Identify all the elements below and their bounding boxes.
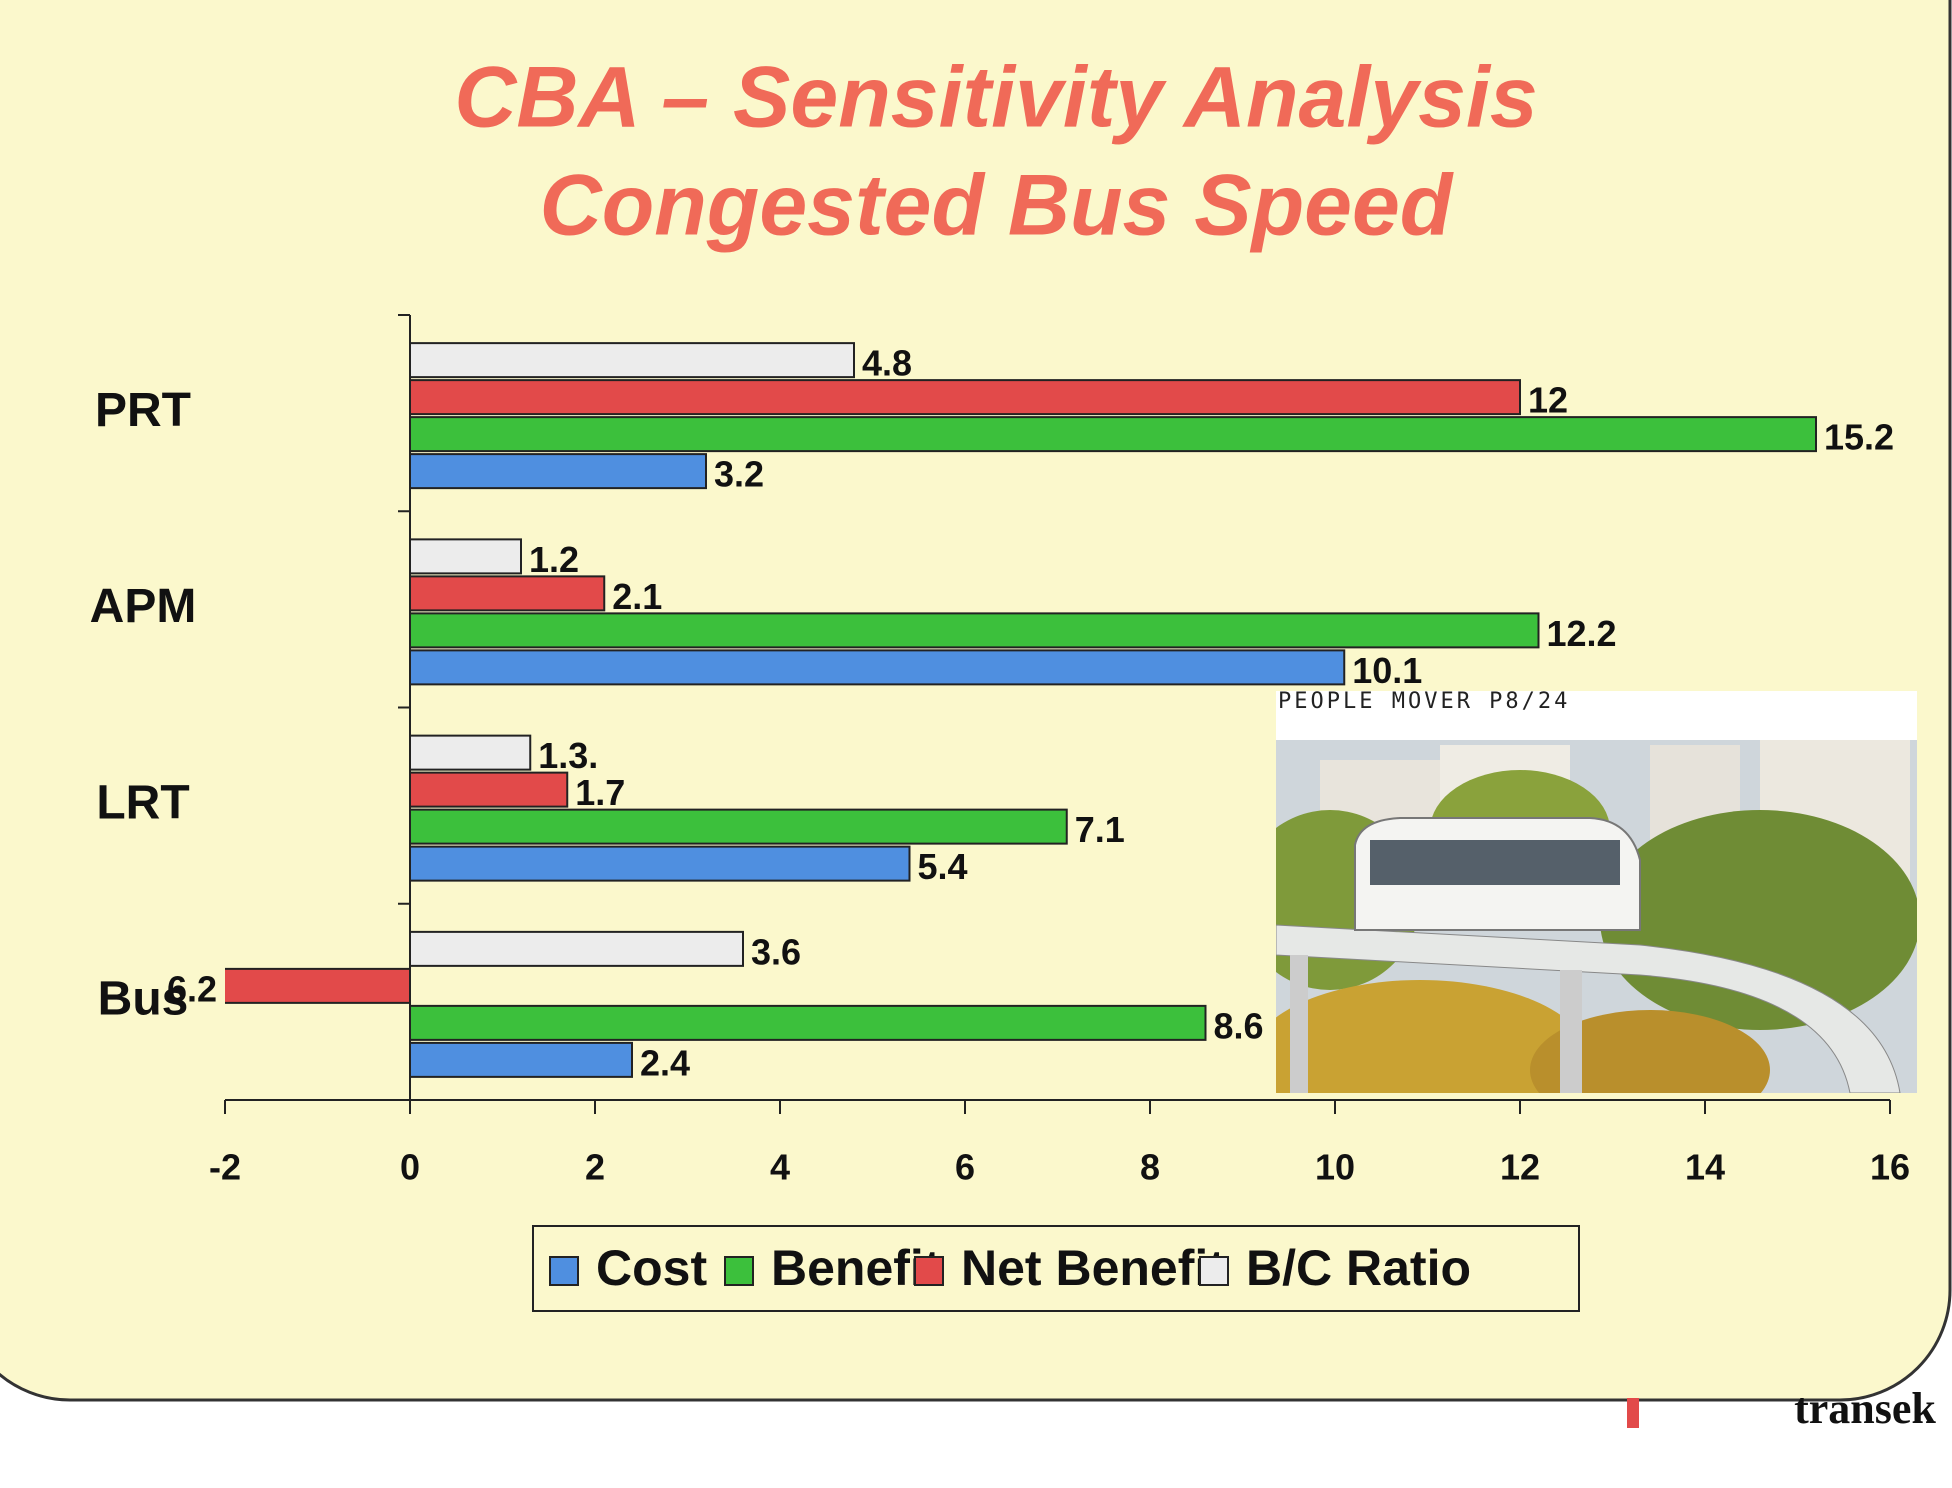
legend-swatch: [549, 1256, 579, 1286]
bar: [409, 453, 707, 490]
chart-subtitle: Congested Bus Speed: [540, 158, 1454, 254]
legend-swatch: [1199, 1256, 1229, 1286]
value-label: 3.6: [751, 931, 801, 972]
legend-label: Benefit: [771, 1240, 941, 1296]
bar: [409, 342, 855, 379]
x-tick-label: 8: [1140, 1147, 1160, 1188]
bar: [409, 1004, 1207, 1041]
value-labels: 3.2 15.2 12 4.8 10.1 12.2 2.1 1.2 5.4 7.1 1.71.3. 2…: [167, 343, 1894, 1084]
category-label: APM: [90, 580, 197, 633]
x-tick-label: 10: [1315, 1147, 1355, 1188]
photo: PEOPLE MOVER P8/24: [1276, 689, 1917, 1093]
x-tick-label: 12: [1500, 1147, 1540, 1188]
chart-title: CBA – Sensitivity Analysis: [454, 50, 1537, 146]
photo-image: [1276, 740, 1917, 1093]
value-label: 8.6: [1214, 1005, 1264, 1046]
legend-label: B/C Ratio: [1246, 1240, 1471, 1296]
bar: [409, 845, 911, 882]
x-tick-label: 4: [770, 1147, 790, 1188]
logo: transek: [1794, 1384, 1936, 1433]
bar: [409, 416, 1817, 453]
bar: [409, 649, 1346, 686]
legend-swatch: [724, 1256, 754, 1286]
bar: [409, 1041, 633, 1078]
value-label: 1.2: [529, 539, 579, 580]
x-tick-label: 0: [400, 1147, 420, 1188]
value-label: 10.1: [1352, 650, 1422, 691]
value-label: 7.1: [1075, 809, 1125, 850]
bar: [409, 538, 522, 575]
legend-label: Net Benefit: [961, 1240, 1225, 1296]
value-label: 12: [1528, 380, 1568, 421]
x-tick-label: 16: [1870, 1147, 1910, 1188]
logo-mark: [1627, 1398, 1639, 1428]
value-label: 3.2: [714, 454, 764, 495]
category-label: PRT: [95, 384, 191, 437]
value-label: 1.7: [575, 772, 625, 813]
bar: [409, 612, 1540, 649]
value-label: 5.4: [918, 846, 968, 887]
bar: [409, 771, 569, 808]
value-label: 1.3.: [538, 735, 598, 776]
legend-swatch: [914, 1256, 944, 1286]
value-label: 15.2: [1824, 417, 1894, 458]
value-label: 6.2: [167, 968, 217, 1009]
value-label: 4.8: [862, 343, 912, 384]
bar: [409, 575, 606, 612]
photo-caption: PEOPLE MOVER P8/24: [1278, 689, 1570, 714]
value-label: 12.2: [1547, 613, 1617, 654]
x-tick-label: 2: [585, 1147, 605, 1188]
value-label: 2.4: [640, 1042, 690, 1083]
x-tick-label: 6: [955, 1147, 975, 1188]
legend-label: Cost: [596, 1240, 707, 1296]
category-label: LRT: [96, 776, 189, 829]
x-tick-label: -2: [209, 1147, 241, 1188]
bar: [409, 808, 1068, 845]
bar: [409, 734, 532, 771]
legend-box: [532, 1225, 1580, 1312]
bar: [409, 379, 1521, 416]
x-tick-label: 14: [1685, 1147, 1725, 1188]
bar: [409, 930, 744, 967]
value-label: 2.1: [612, 576, 662, 617]
category-label: Bus: [98, 973, 189, 1026]
